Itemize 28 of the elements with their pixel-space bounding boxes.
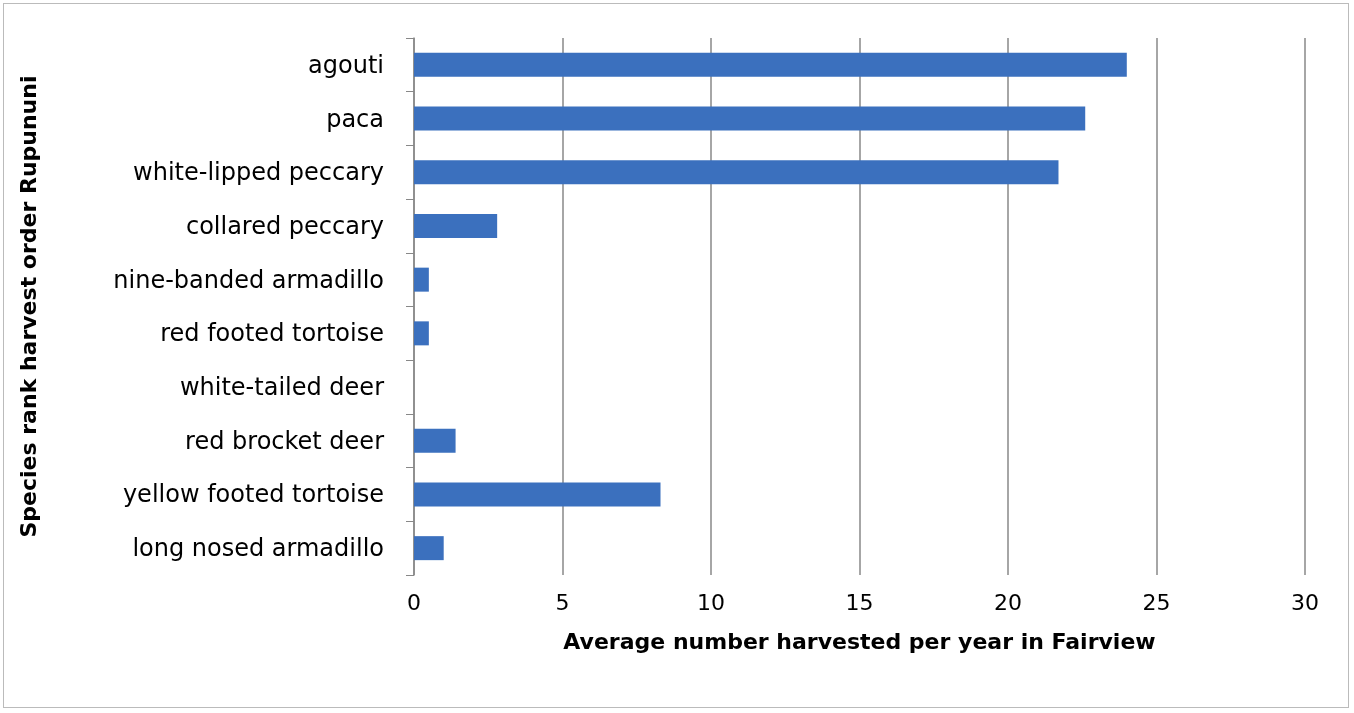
x-tick-label: 25 [1142,589,1171,615]
bar [414,267,429,292]
y-tick-label: white-tailed deer [179,373,385,402]
y-tick-label: agouti [308,50,384,79]
bar [414,213,498,238]
x-axis-title: Average number harvested per year in Fairview [563,628,1156,654]
y-tick-label: long nosed armadillo [132,534,384,563]
bar [414,428,456,453]
x-tick-label: 15 [845,589,874,615]
y-tick-label: white-lipped peccary [133,158,384,187]
y-tick-label: paca [326,104,384,133]
bar [414,106,1086,131]
x-tick-label: 10 [697,589,725,615]
bar [414,160,1059,185]
y-axis-title: Species rank harvest order Rupununi [15,75,41,538]
bar [414,52,1127,77]
x-tick-label: 30 [1291,589,1319,615]
bar [414,536,444,561]
bar [414,482,661,507]
x-tick-label: 20 [994,589,1022,615]
y-tick-label: red footed tortoise [160,319,384,348]
x-tick-label: 0 [407,589,421,615]
bar [414,321,429,346]
y-tick-label: nine-banded armadillo [113,265,384,294]
y-tick-label: yellow footed tortoise [122,480,384,509]
y-tick-label: red brocket deer [185,426,385,455]
x-tick-label: 5 [555,589,570,615]
y-tick-label: collared peccary [185,211,384,240]
